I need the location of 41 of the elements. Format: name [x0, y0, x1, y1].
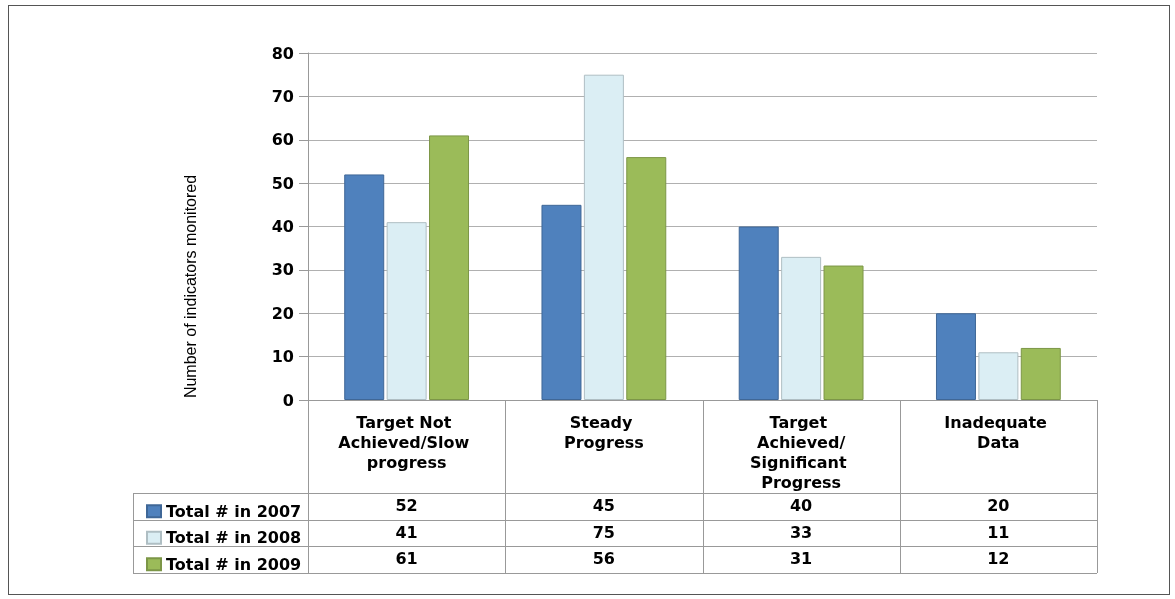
bar [386, 222, 427, 400]
data-label: 56 [591, 548, 616, 570]
bar [738, 226, 779, 400]
y-tick-label: 70 [271, 86, 294, 106]
bar [583, 74, 624, 400]
data-label: 41 [394, 521, 419, 544]
y-axis-title: Number of indicators monitored [181, 174, 199, 399]
y-tick-label: 20 [271, 303, 294, 323]
data-label: 45 [591, 495, 616, 517]
legend-label: Total # in 2009 [166, 554, 302, 574]
bar [429, 135, 470, 400]
x-tick-label: Inadequate Data [944, 412, 1053, 452]
data-label: 20 [986, 495, 1011, 517]
y-tick-label: 50 [271, 173, 294, 193]
y-tick-label: 30 [271, 260, 294, 280]
legend-label: Total # in 2008 [166, 528, 302, 548]
legend-label: Total # in 2007 [166, 501, 302, 521]
bar [1020, 347, 1061, 400]
x-tick-label: Steady Progress [563, 412, 644, 452]
data-label: 11 [986, 521, 1011, 544]
y-tick-label: 0 [282, 390, 294, 410]
bar [626, 157, 667, 400]
data-label: 61 [394, 548, 419, 570]
y-tick-label: 60 [271, 130, 294, 150]
data-label: 40 [789, 495, 814, 517]
bar [344, 174, 385, 400]
bar [781, 256, 822, 400]
data-label: 75 [591, 521, 616, 544]
y-tick-label: 40 [271, 217, 294, 236]
data-label: 33 [789, 521, 814, 544]
bar [978, 352, 1019, 400]
y-tick-label: 10 [271, 347, 294, 367]
y-tick-label: 80 [271, 43, 294, 63]
data-label: 12 [986, 548, 1011, 570]
bar [935, 313, 976, 400]
data-label: 31 [789, 548, 814, 570]
data-label: 52 [394, 495, 419, 517]
bar [541, 204, 582, 400]
x-tick-label: Target Not Achieved/Slow progress [338, 412, 475, 472]
x-tick-label: Target Achieved/Significant Progress [750, 412, 853, 492]
bar [823, 265, 864, 400]
